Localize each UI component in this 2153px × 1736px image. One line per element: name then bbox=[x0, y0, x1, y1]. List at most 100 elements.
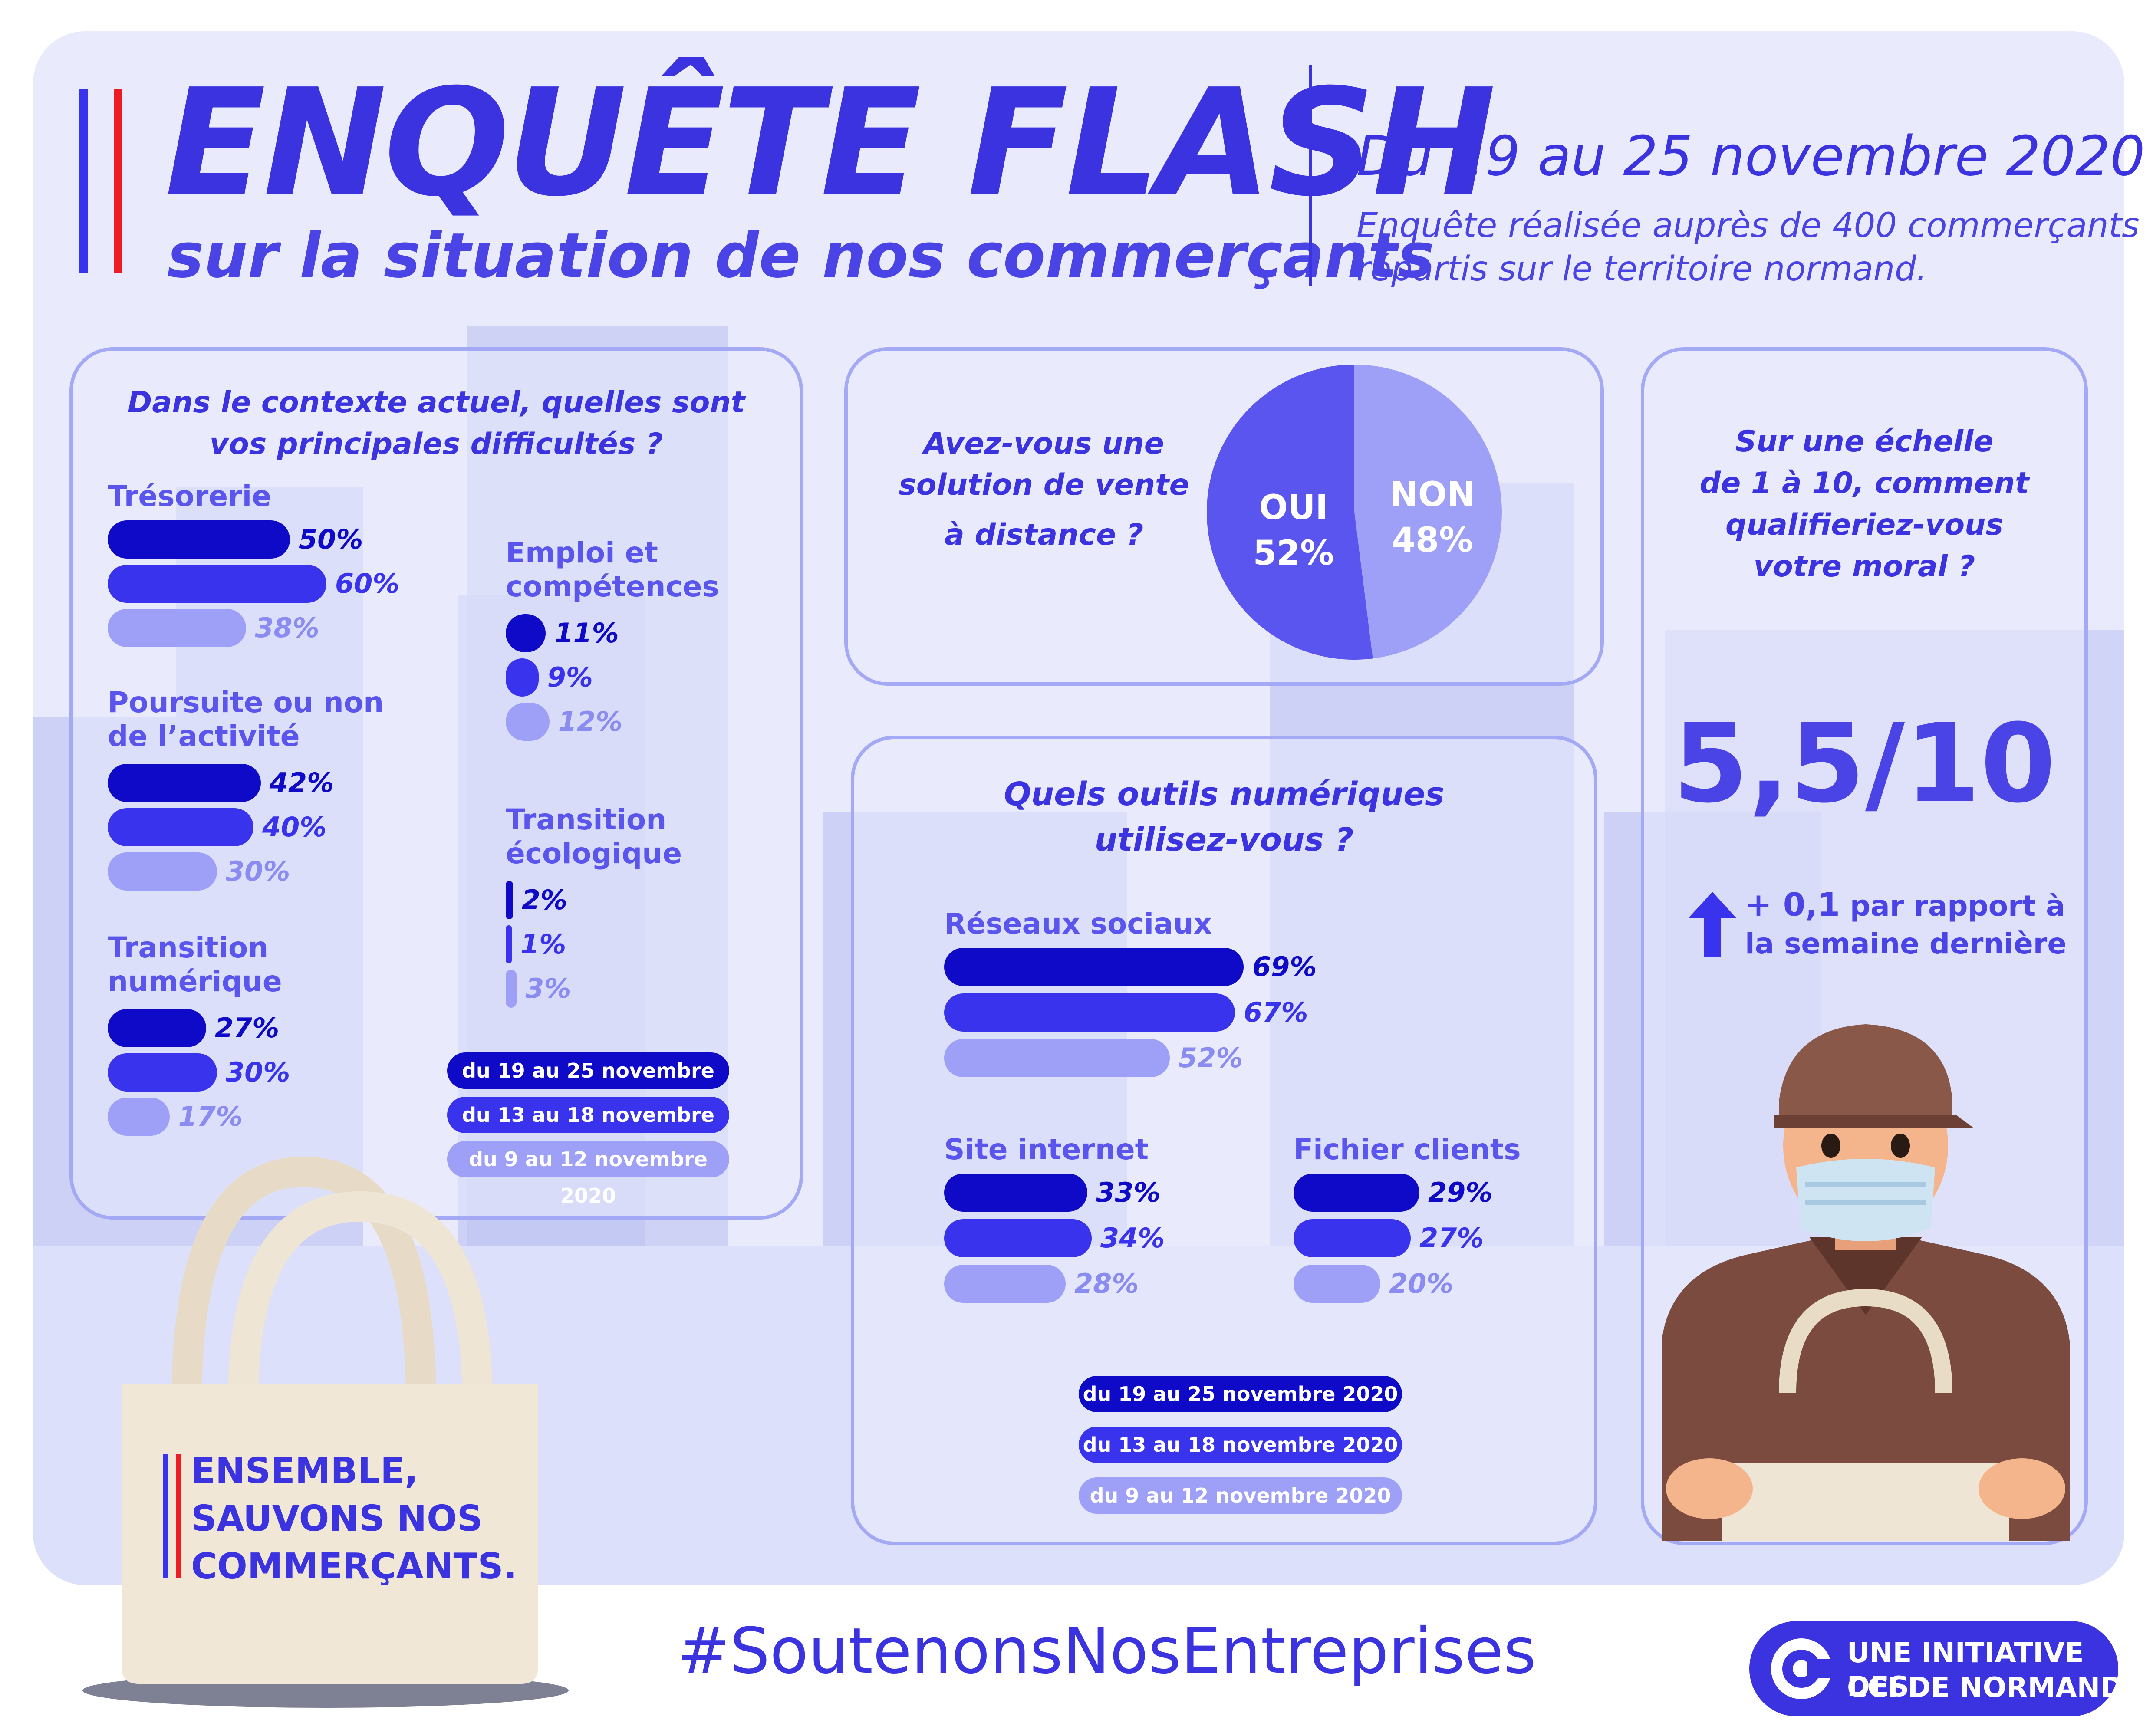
legend-period2: du 13 au 18 novembre 2020 bbox=[1079, 1427, 1402, 1463]
hashtag: #SoutenonsNosEntreprises bbox=[677, 1614, 1537, 1688]
bar-period3 bbox=[1294, 1265, 1380, 1303]
bar-period3 bbox=[944, 1265, 1066, 1303]
category-label: Trésorerie bbox=[108, 480, 271, 513]
bar-value-label: 30% bbox=[226, 1056, 290, 1088]
bar-value-label: 60% bbox=[335, 568, 400, 599]
bar-period2 bbox=[944, 993, 1235, 1032]
category-label: numérique bbox=[108, 965, 282, 998]
bar-value-label: 12% bbox=[558, 706, 623, 737]
morale-score: 5,5/10 bbox=[1672, 700, 2056, 827]
bar-period3 bbox=[506, 703, 550, 741]
bar-value-label: 27% bbox=[1419, 1222, 1484, 1254]
bar-period2 bbox=[506, 925, 512, 963]
bar-value-label: 11% bbox=[554, 617, 619, 649]
flag-red-stripe bbox=[114, 89, 122, 273]
remote-sales-question-line2: solution de vente bbox=[899, 468, 1189, 502]
bar-value-label: 40% bbox=[262, 811, 327, 843]
bag-slogan-line3: COMMERÇANTS. bbox=[191, 1546, 517, 1587]
bar-period3 bbox=[108, 1098, 170, 1136]
bar-value-label: 3% bbox=[525, 973, 571, 1004]
bar-period1 bbox=[506, 881, 513, 919]
morale-question-line2: de 1 à 10, comment bbox=[1699, 466, 2029, 500]
bar-period1 bbox=[108, 1009, 206, 1047]
bar-period2 bbox=[944, 1219, 1092, 1257]
morale-question-line3: qualifieriez-vous bbox=[1725, 508, 2003, 542]
bar-value-label: 17% bbox=[178, 1101, 243, 1132]
remote-sales-question-line1: Avez-vous une bbox=[924, 427, 1164, 461]
bar-value-label: 27% bbox=[214, 1012, 280, 1044]
bar-period1 bbox=[108, 520, 290, 559]
bar-period3 bbox=[944, 1039, 1170, 1077]
bar-period1 bbox=[108, 764, 261, 802]
digital-tools-question-line1: Quels outils numériques bbox=[1004, 776, 1445, 813]
flag-blue-stripe bbox=[79, 89, 88, 273]
difficulties-question-line2: vos principales difficultés ? bbox=[209, 427, 663, 461]
legend-period2: du 13 au 18 novembre 2020 bbox=[447, 1097, 729, 1163]
bar-value-label: 20% bbox=[1389, 1268, 1454, 1299]
category-label: compétences bbox=[506, 570, 719, 603]
morale-question-line4: votre moral ? bbox=[1753, 549, 1975, 584]
bar-value-label: 69% bbox=[1252, 951, 1317, 983]
bar-value-label: 38% bbox=[255, 612, 319, 644]
category-label: Fichier clients bbox=[1294, 1133, 1521, 1166]
cci-logo-line1: UNE INITIATIVE DES bbox=[1847, 1637, 2084, 1703]
bar-period2 bbox=[108, 808, 253, 846]
pie-no-label: NON bbox=[1389, 475, 1475, 514]
category-label: de l’activité bbox=[108, 720, 300, 753]
bar-value-label: 67% bbox=[1244, 996, 1308, 1028]
cci-logo-icon bbox=[1771, 1638, 1836, 1699]
header-divider bbox=[1309, 65, 1312, 286]
pie-yes-label: OUI bbox=[1259, 488, 1328, 527]
category-label: écologique bbox=[506, 837, 682, 870]
category-label: Transition bbox=[108, 931, 269, 964]
difficulties-question-line1: Dans le contexte actuel, quelles sont bbox=[127, 385, 745, 420]
category-label: Site internet bbox=[944, 1133, 1149, 1166]
bar-value-label: 42% bbox=[269, 767, 334, 799]
page-subtitle: sur la situation de nos commerçants bbox=[167, 220, 1435, 292]
bar-period3 bbox=[108, 852, 217, 891]
category-label: Emploi et bbox=[506, 536, 658, 569]
morale-question-line1: Sur une échelle bbox=[1735, 424, 1994, 459]
tote-bag-illustration bbox=[82, 1156, 569, 1708]
bar-period1 bbox=[1294, 1174, 1419, 1212]
pie-yes-value: 52% bbox=[1253, 534, 1334, 573]
survey-dates: Du 19 au 25 novembre 2020 bbox=[1356, 124, 2145, 188]
page-title: ENQUÊTE FLASH bbox=[165, 57, 1496, 229]
arrow-up-icon bbox=[1689, 892, 1736, 957]
bar-period1 bbox=[506, 614, 546, 652]
morale-delta-text-line2: la semaine dernière bbox=[1745, 927, 2067, 960]
bar-value-label: 30% bbox=[226, 855, 290, 887]
bar-period1 bbox=[944, 948, 1244, 986]
category-label: Transition bbox=[506, 803, 667, 836]
legend-period1: du 19 au 25 novembre 2020 bbox=[447, 1052, 729, 1119]
morale-delta-text-line1: par rapport à bbox=[1850, 889, 2065, 923]
digital-tools-question-line2: utilisez-vous ? bbox=[1094, 821, 1354, 858]
pie-no-value: 48% bbox=[1392, 521, 1473, 560]
bar-period2 bbox=[1294, 1219, 1411, 1257]
survey-description-line2: répartis sur le territoire normand. bbox=[1356, 250, 1927, 289]
bar-value-label: 52% bbox=[1179, 1042, 1243, 1074]
bar-period3 bbox=[506, 970, 517, 1008]
bar-value-label: 29% bbox=[1428, 1177, 1493, 1208]
legend-period3: du 9 au 12 novembre 2020 bbox=[447, 1141, 729, 1207]
category-label: Réseaux sociaux bbox=[944, 907, 1212, 940]
shopkeeper-illustration bbox=[1662, 1024, 2070, 1541]
morale-delta: + 0,1 bbox=[1745, 886, 1840, 924]
bar-value-label: 50% bbox=[299, 523, 363, 555]
morale-delta-line1: + 0,1 par rapport à bbox=[1745, 885, 2065, 926]
bar-period2 bbox=[108, 565, 326, 603]
bar-value-label: 33% bbox=[1096, 1177, 1161, 1208]
bag-slogan-line1: ENSEMBLE, bbox=[191, 1450, 418, 1492]
bar-value-label: 28% bbox=[1074, 1268, 1139, 1299]
bar-value-label: 9% bbox=[547, 661, 593, 693]
category-label: Poursuite ou non bbox=[108, 686, 384, 719]
legend-period1: du 19 au 25 novembre 2020 bbox=[1079, 1376, 1402, 1412]
bar-value-label: 1% bbox=[520, 928, 566, 960]
bar-period2 bbox=[108, 1053, 217, 1092]
bar-period1 bbox=[944, 1174, 1087, 1212]
bar-period2 bbox=[506, 658, 539, 697]
bar-period3 bbox=[108, 609, 247, 647]
survey-description-line1: Enquête réalisée auprès de 400 commerçan… bbox=[1356, 206, 2140, 245]
bar-value-label: 34% bbox=[1100, 1222, 1165, 1254]
remote-sales-pie-chart bbox=[1207, 365, 1502, 660]
